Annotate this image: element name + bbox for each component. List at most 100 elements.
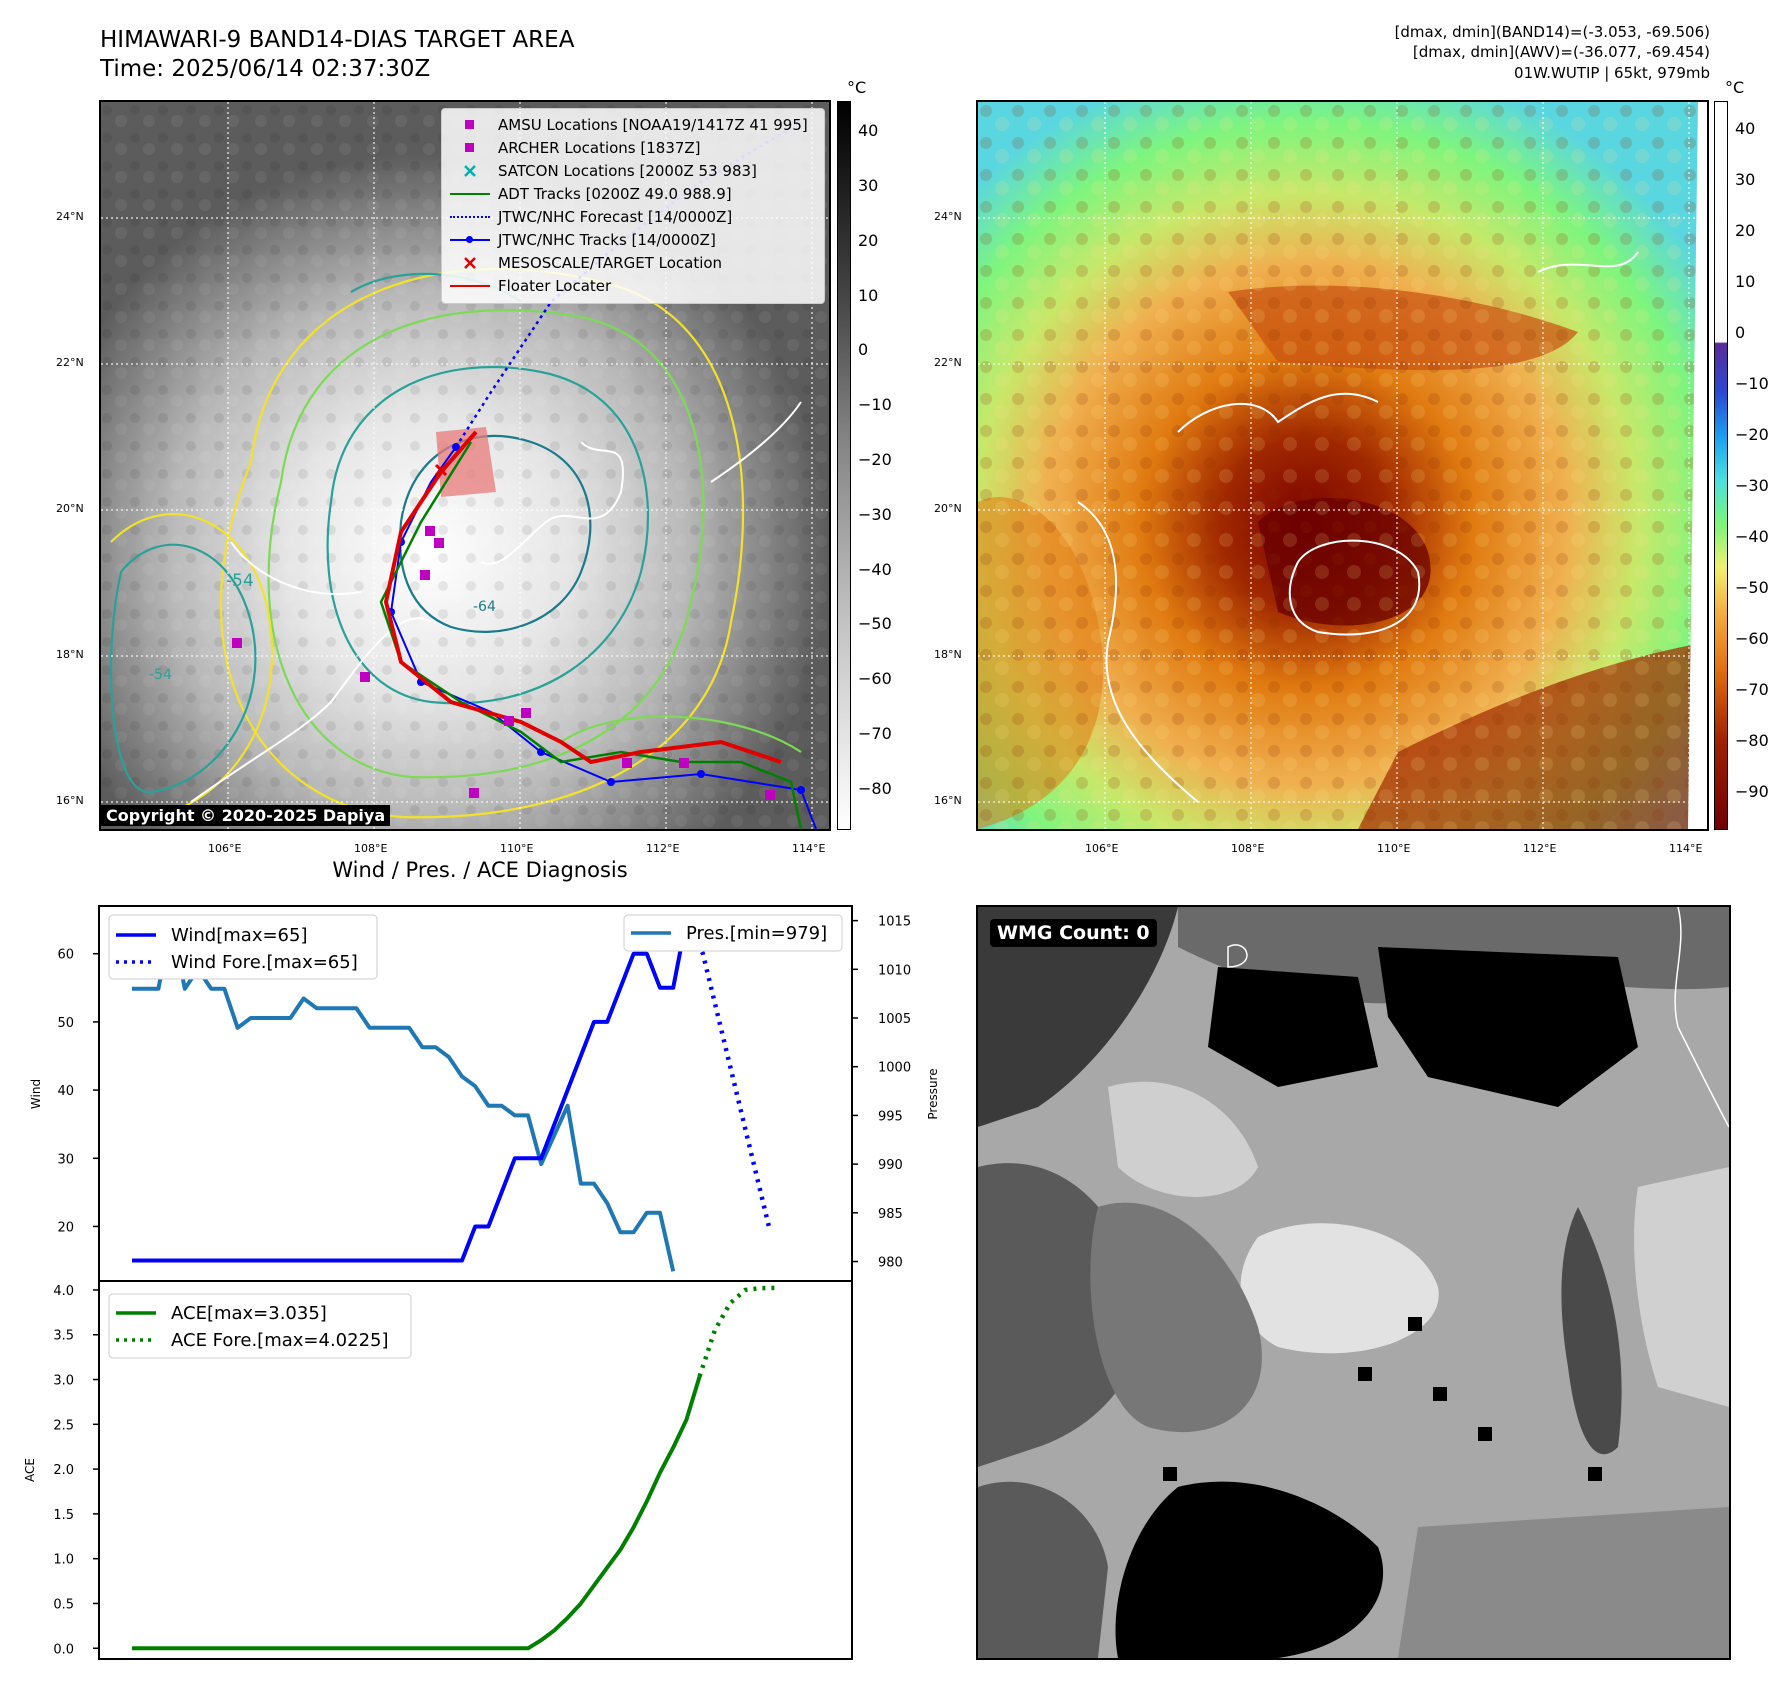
color-map-grid: [978, 102, 1707, 829]
ace-forecast-legend-label: ACE Fore.[max=4.0225]: [171, 1330, 389, 1351]
legend-swatch-target: [464, 256, 476, 269]
copyright-badge: Copyright © 2020-2025 Dapiya: [101, 805, 391, 826]
band14-color-map-image: [978, 102, 1707, 829]
legend-label-archer: ARCHER Locations [1837Z]: [498, 138, 701, 157]
colorbar-tick-label: −10: [1735, 373, 1769, 393]
ace-tick-label: 2.0: [53, 1463, 74, 1478]
colorbar-tick-label: 10: [858, 285, 879, 305]
lon-label: 106°E: [208, 842, 242, 855]
lon-label: 106°E: [1085, 842, 1119, 855]
colorbar-tick-label: −70: [858, 724, 892, 744]
legend-label-amsu: AMSU Locations [NOAA19/1417Z 41 995]: [498, 115, 808, 134]
colorbar-tick-label: 0: [858, 340, 869, 360]
lon-label: 108°E: [354, 842, 388, 855]
pressure-axis-label: Pressure: [926, 1068, 940, 1119]
wind-legend: Wind[max=65] Wind Fore.[max=65]: [108, 914, 378, 980]
pressure-tick-label: 985: [878, 1207, 903, 1222]
storm-info: 01W.WUTIP | 65kt, 979mb: [1514, 64, 1710, 82]
ace-tick-label: 2.5: [53, 1418, 74, 1433]
legend-swatch-jtwc-forecast: [450, 215, 490, 218]
diagnosis-title: Wind / Pres. / ACE Diagnosis: [332, 858, 628, 882]
pressure-tick-label: 980: [878, 1256, 903, 1271]
color-colorbar: [1714, 101, 1728, 830]
colorbar-tick-label: 40: [1735, 119, 1756, 139]
legend-entry: MESOSCALE/TARGET Location: [450, 251, 816, 274]
ace-forecast-line: [697, 1285, 776, 1378]
pressure-tick-label: 1015: [878, 915, 911, 930]
legend-label-jtwc-tracks: JTWC/NHC Tracks [14/0000Z]: [498, 230, 716, 249]
legend-swatch-satcon: [464, 164, 476, 177]
pressure-tick-label: 1000: [878, 1061, 911, 1076]
colorbar-tick-label: 30: [1735, 170, 1756, 190]
colorbar-tick-label: 40: [858, 121, 879, 141]
wind-tick-label: 20: [57, 1220, 74, 1235]
map-legend: AMSU Locations [NOAA19/1417Z 41 995] ARC…: [441, 108, 825, 304]
wind-tick-label: 40: [57, 1084, 74, 1099]
contour-label: -54: [149, 667, 172, 683]
lon-label: 110°E: [500, 842, 534, 855]
colorbar-tick-label: 10: [1735, 271, 1756, 291]
ace-tick-label: 1.5: [53, 1508, 74, 1523]
ace-tick-label: 4.0: [53, 1284, 74, 1299]
stats-awv: [dmax, dmin](AWV)=(-36.077, -69.454): [1412, 43, 1710, 61]
ace-legend: ACE[max=3.035] ACE Fore.[max=4.0225]: [108, 1293, 412, 1359]
colorbar-tick-label: −70: [1735, 679, 1769, 699]
legend-entry: SATCON Locations [2000Z 53 983]: [450, 159, 816, 182]
colorbar-tick-label: −40: [858, 559, 892, 579]
ace-axes: [98, 1280, 853, 1660]
pressure-line: [132, 918, 676, 1272]
wind-tick-label: 60: [57, 948, 74, 963]
lon-label: 112°E: [646, 842, 680, 855]
pressure-tick-label: 1005: [878, 1012, 911, 1027]
wind-legend-label: Wind[max=65]: [171, 925, 308, 946]
colorbar-tick-label: −20: [1735, 424, 1769, 444]
wind-forecast-line: [684, 918, 772, 1228]
wmg-count-badge: WMG Count: 0: [990, 919, 1157, 947]
ace-tick-label: 3.0: [53, 1374, 74, 1389]
colorbar-tick-label: 0: [1735, 322, 1746, 342]
lat-label: 24°N: [934, 210, 962, 223]
ace-line: [132, 1375, 702, 1651]
pressure-tick-label: 1010: [878, 963, 911, 978]
colorbar-tick-label: 20: [1735, 220, 1756, 240]
legend-label-floater: Floater Locater: [498, 276, 612, 295]
lat-label: 24°N: [56, 210, 84, 223]
wind-axis-label: Wind: [29, 1079, 43, 1109]
lat-label: 16°N: [56, 794, 84, 807]
colorbar-tick-label: −30: [1735, 475, 1769, 495]
lat-label: 22°N: [934, 356, 962, 369]
legend-swatch-amsu: [465, 119, 474, 129]
colorbar-tick-label: −80: [1735, 730, 1769, 750]
lat-label: 22°N: [56, 356, 84, 369]
ace-tick-label: 1.0: [53, 1553, 74, 1568]
wind-line: [132, 919, 689, 1263]
lon-label: 110°E: [1377, 842, 1411, 855]
legend-swatch-adt: [450, 192, 490, 195]
figure-time: Time: 2025/06/14 02:37:30Z: [100, 56, 431, 82]
colorbar-tick-label: 20: [858, 230, 879, 250]
legend-entry: ADT Tracks [0200Z 49.0 988.9]: [450, 182, 816, 205]
colorbar-tick-label: −10: [858, 395, 892, 415]
lon-label: 114°E: [792, 842, 826, 855]
colorbar-tick-label: −60: [1735, 628, 1769, 648]
ir-colorbar-unit: °C: [847, 78, 867, 97]
colorbar-tick-label: 30: [858, 175, 879, 195]
pressure-tick-label: 990: [878, 1158, 903, 1173]
legend-entry: JTWC/NHC Forecast [14/0000Z]: [450, 205, 816, 228]
pressure-tick-label: 995: [878, 1109, 903, 1124]
contour-label: -54: [226, 571, 254, 591]
colorbar-tick-label: −50: [858, 614, 892, 634]
colorbar-tick-label: −90: [1735, 781, 1769, 801]
band14-color-map-panel: [976, 100, 1709, 831]
lon-label: 112°E: [1523, 842, 1557, 855]
legend-swatch-jtwc-dot: [466, 235, 473, 243]
legend-label-jtwc-forecast: JTWC/NHC Forecast [14/0000Z]: [498, 207, 733, 226]
legend-entry: ARCHER Locations [1837Z]: [450, 136, 816, 159]
lat-label: 18°N: [56, 648, 84, 661]
ace-tick-label: 0.0: [53, 1642, 74, 1657]
colorbar-tick-label: −30: [858, 504, 892, 524]
wind-tick-label: 50: [57, 1016, 74, 1031]
colorbar-tick-label: −20: [858, 450, 892, 470]
ir-map-panel: -54 -64 -54 AMSU Locations [NOAA19/1417Z…: [99, 100, 831, 831]
ace-tick-label: 0.5: [53, 1597, 74, 1612]
